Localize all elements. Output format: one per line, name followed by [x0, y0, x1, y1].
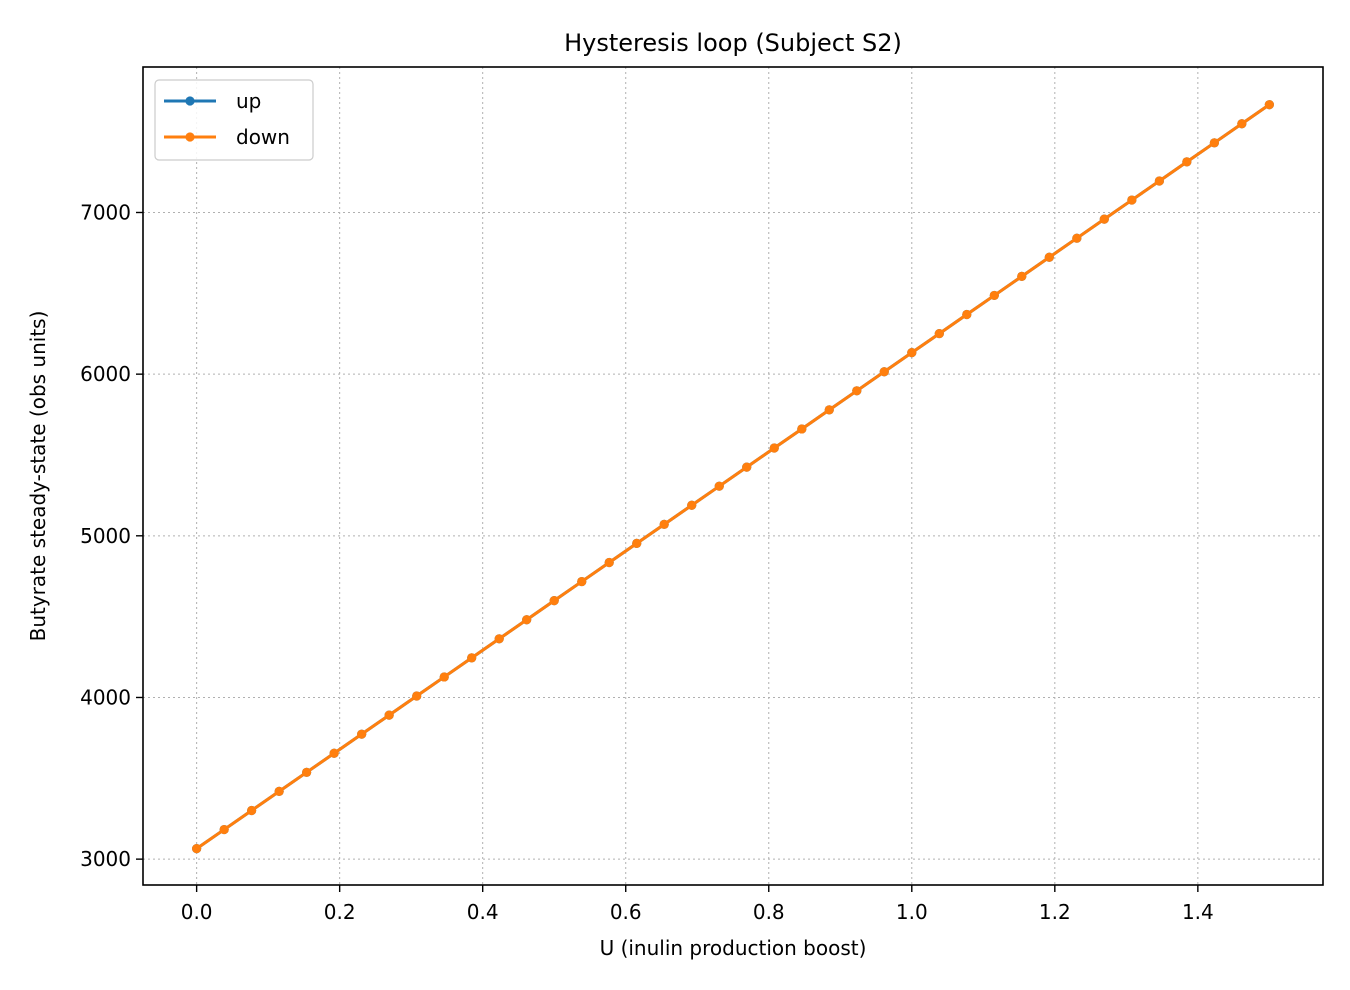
data-point-down: [879, 367, 889, 377]
data-point-down: [1099, 214, 1109, 224]
data-point-down: [357, 729, 367, 739]
legend-swatch-marker: [185, 96, 195, 106]
data-point-down: [439, 672, 449, 682]
x-axis-label: U (inulin production boost): [600, 936, 867, 960]
data-point-down: [1182, 157, 1192, 167]
x-tick-label: 0.6: [610, 900, 642, 924]
data-point-down: [769, 443, 779, 453]
data-point-down: [1127, 195, 1137, 205]
y-tick-label: 7000: [80, 200, 131, 224]
data-point-down: [604, 557, 614, 568]
data-point-down: [577, 576, 587, 587]
x-tick-label: 1.4: [1182, 900, 1214, 924]
data-point-down: [329, 748, 339, 758]
plot-series: [192, 100, 1274, 854]
data-point-down: [467, 653, 477, 663]
data-point-down: [989, 290, 999, 301]
legend-swatch-marker: [185, 132, 195, 142]
data-point-down: [494, 634, 504, 644]
data-point-down: [824, 405, 834, 415]
data-point-down: [549, 596, 559, 606]
data-point-down: [962, 309, 972, 320]
data-point-down: [1017, 271, 1027, 281]
grid-lines: [143, 67, 1323, 885]
data-point-down: [1044, 252, 1054, 262]
axis-ticks: 0.0 0.2 0.4 0.6 0.8 1.0 1.2 1.4 3000 4000 5000 6000…: [80, 200, 1214, 924]
x-tick-label: 0.0: [181, 900, 213, 924]
legend: up down: [154, 79, 314, 161]
x-tick-label: 0.8: [753, 900, 785, 924]
data-point-down: [384, 710, 394, 720]
data-point-down: [934, 328, 944, 339]
data-point-down: [1237, 119, 1247, 129]
legend-label: up: [236, 89, 261, 113]
data-point-down: [412, 691, 422, 701]
y-axis-label: Butyrate steady-state (obs units): [26, 311, 50, 642]
chart-title: Hysteresis loop (Subject S2): [564, 29, 902, 57]
data-point-down: [852, 386, 862, 396]
plot-area-frame: [142, 66, 1324, 886]
y-tick-label: 6000: [80, 362, 131, 386]
y-tick-label: 4000: [80, 685, 131, 709]
data-point-down: [1072, 233, 1082, 243]
data-point-down: [522, 615, 532, 625]
x-tick-label: 0.2: [324, 900, 356, 924]
data-point-down: [192, 844, 202, 854]
x-tick-label: 1.2: [1039, 900, 1071, 924]
data-point-down: [302, 767, 312, 777]
series-down: [192, 100, 1274, 854]
legend-item-down: down: [164, 125, 290, 149]
data-point-down: [274, 786, 284, 796]
data-point-down: [1209, 138, 1219, 148]
data-point-down: [742, 462, 752, 472]
y-tick-label: 3000: [80, 847, 131, 871]
series-line-down: [195, 103, 1271, 850]
data-point-down: [687, 500, 697, 510]
legend-label: down: [236, 125, 290, 149]
x-tick-label: 1.0: [896, 900, 928, 924]
data-point-down: [659, 519, 669, 529]
legend-item-up: up: [164, 89, 261, 113]
data-point-down: [797, 424, 807, 434]
data-point-down: [907, 348, 917, 358]
data-point-down: [632, 538, 642, 549]
data-point-down: [247, 805, 257, 816]
data-point-down: [1264, 100, 1274, 110]
y-tick-label: 5000: [80, 524, 131, 548]
data-point-down: [1154, 176, 1164, 186]
data-point-down: [219, 824, 229, 835]
data-point-down: [714, 481, 724, 491]
x-tick-label: 0.4: [467, 900, 499, 924]
